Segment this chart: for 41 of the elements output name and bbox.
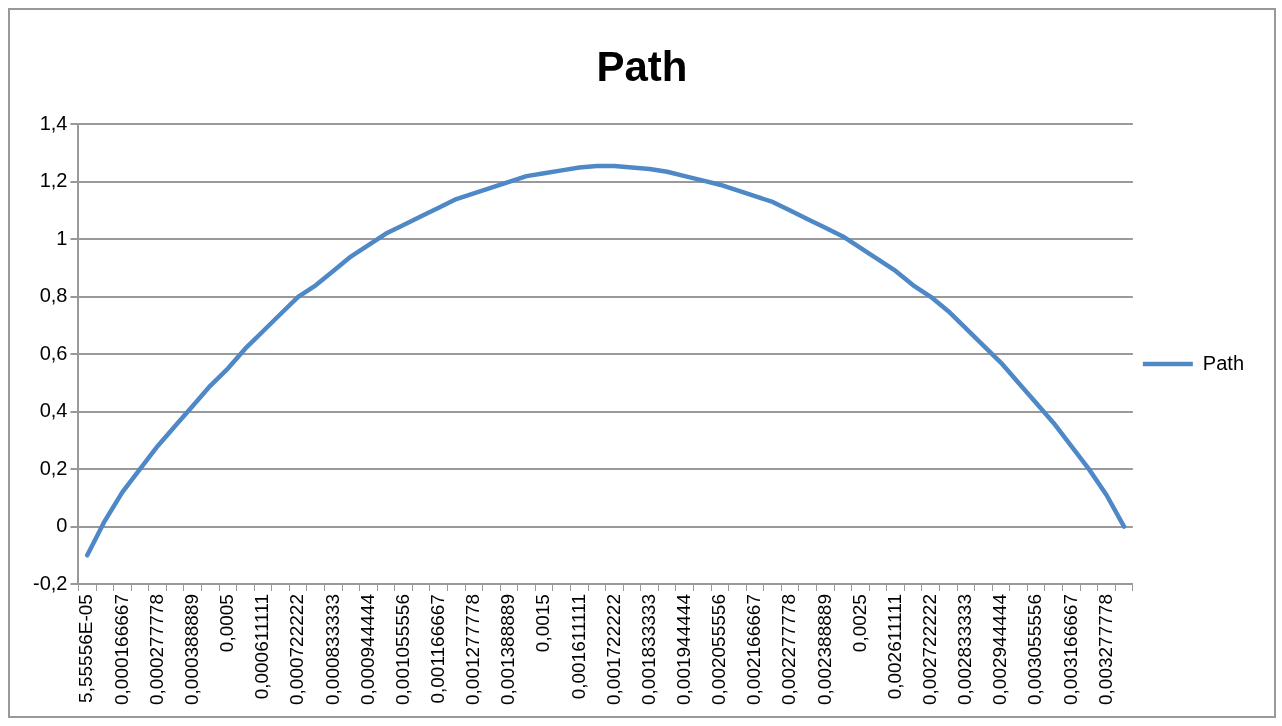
x-tick-label: 0,002833333 <box>954 594 976 706</box>
y-tick-label: 1,4 <box>39 111 68 134</box>
y-tick-label: 0,6 <box>39 341 68 364</box>
x-tick-label: 0,001722222 <box>602 594 624 706</box>
x-tick-label: 0,001944444 <box>672 593 694 706</box>
x-tick-label: 0,0005 <box>216 594 238 653</box>
x-tick-label: 0,002277778 <box>778 594 800 706</box>
x-tick-label: 0,002944444 <box>989 593 1011 706</box>
x-tick-label: 0,002166667 <box>743 594 765 706</box>
x-tick-label: 0,002055556 <box>708 594 730 706</box>
x-tick-label: 0,001833333 <box>637 594 659 706</box>
x-tick-label: 0,000944444 <box>356 593 378 706</box>
y-tick-label: 0,4 <box>39 399 68 422</box>
y-tick-label: 1,2 <box>39 169 68 192</box>
x-tick-label: 0,002722222 <box>919 594 940 706</box>
x-tick-label: 0,003055556 <box>1024 594 1046 706</box>
legend-label: Path <box>1202 351 1245 374</box>
y-tick-label: -0,2 <box>32 571 68 594</box>
x-tick-label: 0,000722222 <box>286 594 308 706</box>
x-tick-label: 0,003166667 <box>1059 594 1081 706</box>
x-tick-label: 0,002388889 <box>813 594 835 706</box>
x-tick-label: 0,0025 <box>848 594 870 653</box>
chart-title: Path <box>596 42 688 90</box>
x-tick-label: 0,001388889 <box>497 594 519 706</box>
x-tick-label: 5,55556E-05 <box>75 594 97 703</box>
y-tick-label: 0,8 <box>39 284 68 307</box>
x-tick-label: 0,001611111 <box>567 594 589 700</box>
x-tick-label: 0,001055556 <box>391 594 413 706</box>
y-tick-label: 0 <box>56 514 68 537</box>
x-tick-label: 0,0015 <box>532 594 554 653</box>
y-tick-label: 1 <box>56 226 68 249</box>
x-tick-label: 0,000833333 <box>321 594 343 706</box>
x-tick-label: 0,000166667 <box>110 594 132 706</box>
x-tick-label: 0,003277778 <box>1094 594 1116 706</box>
x-tick-label: 0,000388889 <box>180 594 202 706</box>
x-tick-label: 0,000611111 <box>251 594 273 700</box>
x-tick-label: 0,001166667 <box>426 594 448 704</box>
x-tick-label: 0,001277778 <box>462 594 484 706</box>
x-tick-label: 0,000277778 <box>145 594 167 706</box>
y-tick-label: 0,2 <box>39 456 68 479</box>
x-tick-label: 0,002611111 <box>883 594 905 700</box>
